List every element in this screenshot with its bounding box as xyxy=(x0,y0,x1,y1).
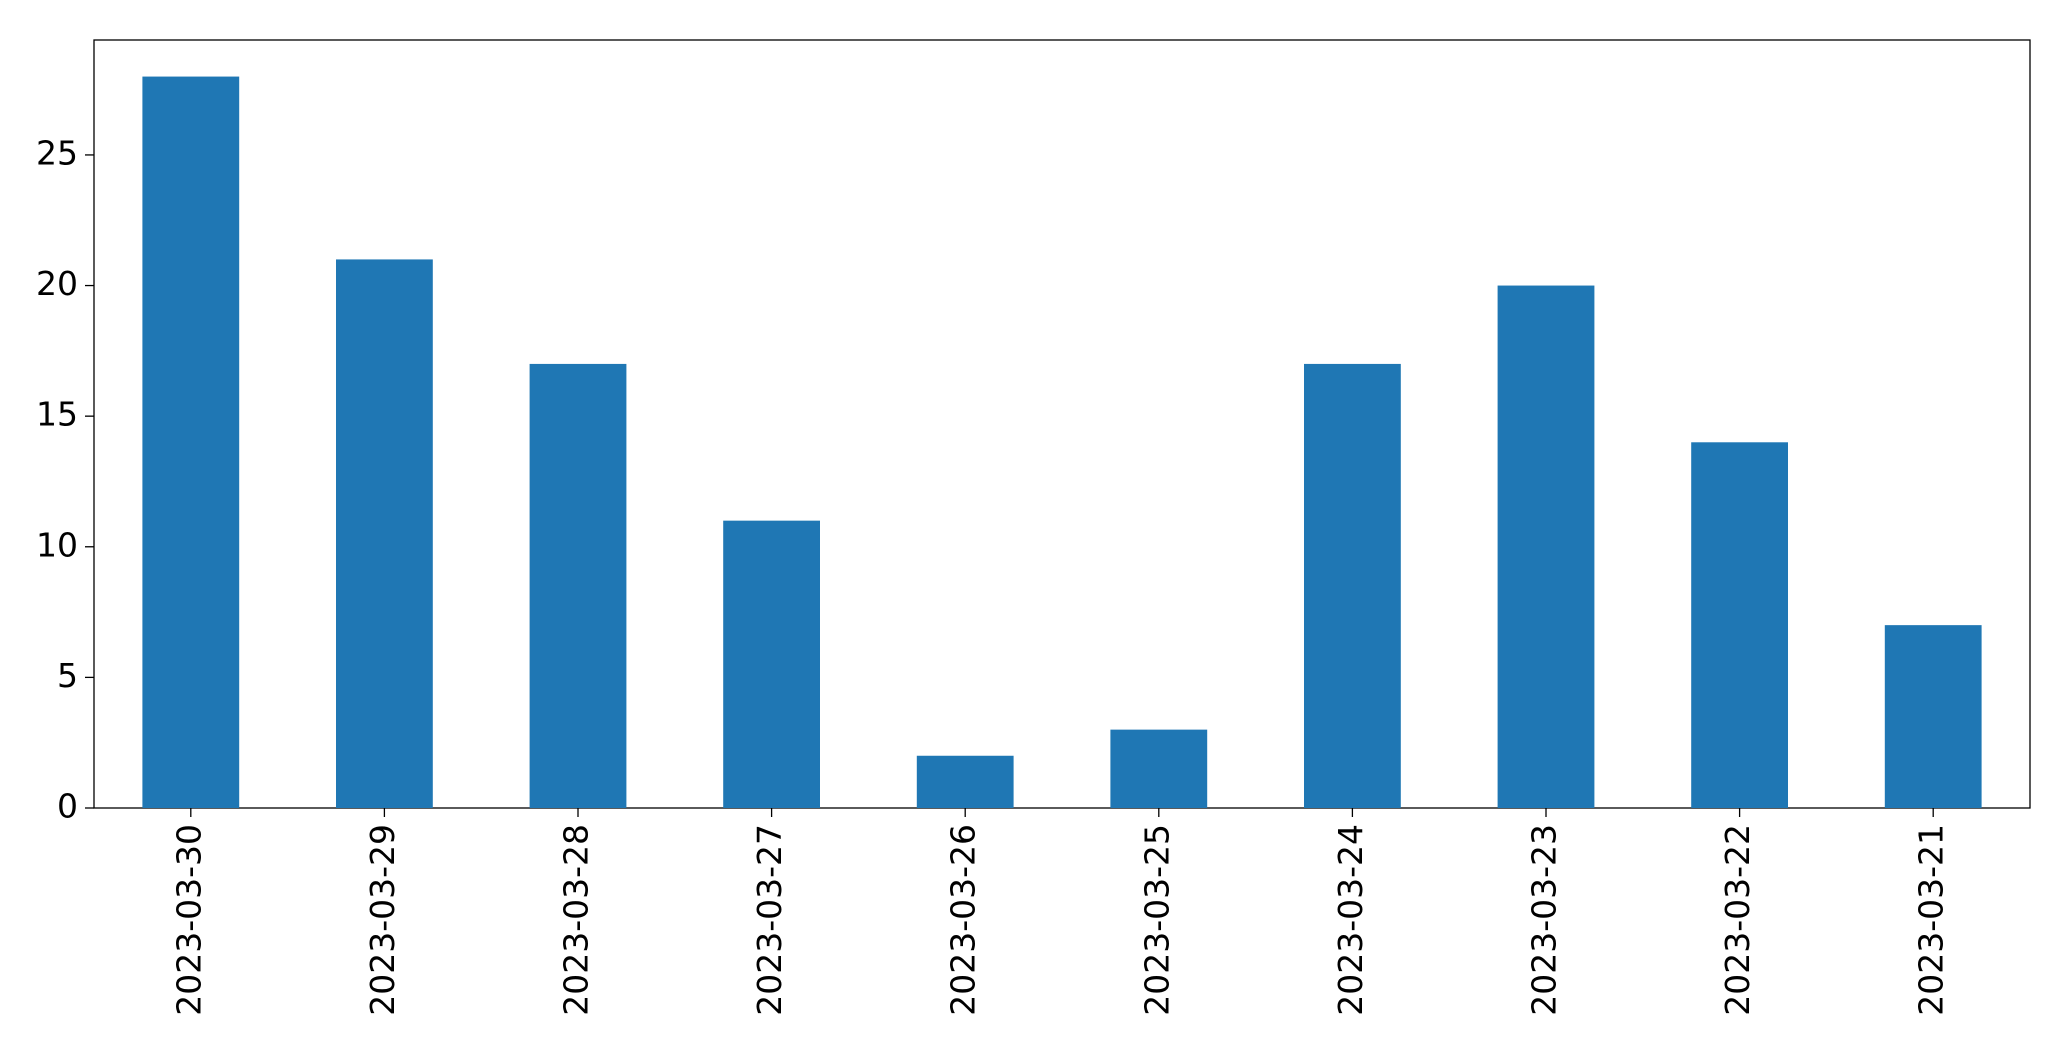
x-tick-label: 2023-03-24 xyxy=(1331,824,1370,1016)
y-tick-label: 5 xyxy=(57,656,78,695)
plot-frame xyxy=(93,39,2031,809)
bar xyxy=(723,520,820,808)
bar xyxy=(1497,285,1595,808)
x-tick-label: 2023-03-22 xyxy=(1718,824,1757,1016)
bar xyxy=(1304,363,1401,808)
y-tick-label: 10 xyxy=(36,525,78,564)
bar xyxy=(916,755,1014,808)
bar xyxy=(1110,729,1208,808)
x-tick-label: 2023-03-28 xyxy=(557,824,596,1016)
x-tick-label: 2023-03-26 xyxy=(944,824,983,1016)
y-tick-label: 0 xyxy=(57,787,78,826)
bar xyxy=(336,259,433,808)
bar xyxy=(142,76,240,809)
x-tick-label: 2023-03-30 xyxy=(169,824,208,1016)
x-tick-label: 2023-03-29 xyxy=(363,824,402,1016)
bar xyxy=(1884,625,1982,808)
bar xyxy=(529,363,627,808)
x-tick-label: 2023-03-25 xyxy=(1137,824,1176,1016)
x-tick-label: 2023-03-23 xyxy=(1525,824,1564,1016)
x-tick-label: 2023-03-21 xyxy=(1912,824,1951,1016)
x-tick-label: 2023-03-27 xyxy=(750,824,789,1016)
y-tick-label: 15 xyxy=(36,395,78,434)
bar xyxy=(1691,442,1788,808)
y-tick-label: 20 xyxy=(36,264,78,303)
y-tick-label: 25 xyxy=(36,133,78,172)
